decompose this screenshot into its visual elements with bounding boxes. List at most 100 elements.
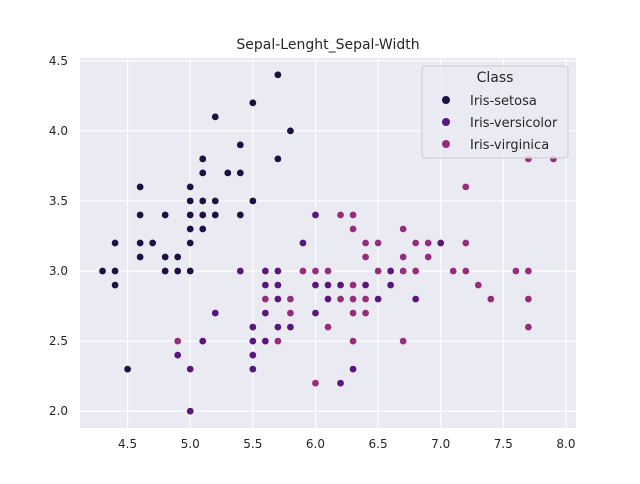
- data-point: [299, 239, 306, 246]
- data-point: [199, 211, 206, 218]
- data-point: [111, 281, 118, 288]
- data-point: [249, 366, 256, 373]
- x-tick-label: 4.5: [118, 437, 137, 451]
- data-point: [274, 323, 281, 330]
- data-point: [525, 267, 532, 274]
- data-point: [274, 295, 281, 302]
- data-point: [199, 197, 206, 204]
- data-point: [262, 295, 269, 302]
- legend-title: Class: [477, 70, 514, 86]
- data-point: [462, 267, 469, 274]
- data-point: [99, 267, 106, 274]
- data-point: [187, 239, 194, 246]
- data-point: [174, 267, 181, 274]
- chart-title: Sepal-Lenght_Sepal-Width: [236, 37, 419, 53]
- data-point: [312, 267, 319, 274]
- data-point: [162, 211, 169, 218]
- data-point: [237, 267, 244, 274]
- data-point: [187, 211, 194, 218]
- data-point: [312, 380, 319, 387]
- data-point: [487, 295, 494, 302]
- x-tick-label: 6.5: [369, 437, 388, 451]
- data-point: [187, 197, 194, 204]
- data-point: [375, 267, 382, 274]
- data-point: [437, 239, 444, 246]
- data-point: [199, 169, 206, 176]
- data-point: [262, 281, 269, 288]
- data-point: [212, 211, 219, 218]
- legend: Class Iris-setosaIris-versicolorIris-vir…: [422, 66, 568, 158]
- data-point: [337, 380, 344, 387]
- data-point: [111, 267, 118, 274]
- data-point: [249, 352, 256, 359]
- data-point: [400, 338, 407, 345]
- y-tick-label: 4.0: [49, 124, 68, 138]
- data-point: [249, 323, 256, 330]
- data-point: [111, 239, 118, 246]
- data-point: [249, 338, 256, 345]
- data-point: [187, 366, 194, 373]
- data-point: [274, 267, 281, 274]
- y-tick-label: 4.5: [49, 54, 68, 68]
- data-point: [262, 267, 269, 274]
- data-point: [162, 267, 169, 274]
- data-point: [287, 295, 294, 302]
- data-point: [274, 338, 281, 345]
- data-point: [412, 295, 419, 302]
- data-point: [412, 267, 419, 274]
- data-point: [375, 295, 382, 302]
- data-point: [349, 338, 356, 345]
- legend-label: Iris-virginica: [470, 138, 549, 153]
- data-point: [174, 338, 181, 345]
- data-point: [187, 225, 194, 232]
- x-tick-label: 5.0: [181, 437, 200, 451]
- data-point: [174, 352, 181, 359]
- data-point: [425, 239, 432, 246]
- data-point: [512, 267, 519, 274]
- data-point: [274, 155, 281, 162]
- data-point: [400, 253, 407, 260]
- data-point: [412, 239, 419, 246]
- data-point: [187, 267, 194, 274]
- data-point: [137, 253, 144, 260]
- data-point: [425, 253, 432, 260]
- data-point: [324, 267, 331, 274]
- data-point: [362, 253, 369, 260]
- data-point: [349, 295, 356, 302]
- data-point: [337, 211, 344, 218]
- x-tick-label: 8.0: [556, 437, 575, 451]
- data-point: [387, 267, 394, 274]
- data-point: [362, 295, 369, 302]
- data-point: [349, 309, 356, 316]
- data-point: [274, 281, 281, 288]
- legend-marker: [442, 118, 450, 126]
- data-point: [149, 239, 156, 246]
- data-point: [199, 155, 206, 162]
- data-point: [312, 211, 319, 218]
- y-tick-label: 3.0: [49, 264, 68, 278]
- data-point: [525, 323, 532, 330]
- data-point: [224, 169, 231, 176]
- data-point: [349, 225, 356, 232]
- data-point: [349, 211, 356, 218]
- data-point: [237, 169, 244, 176]
- data-point: [124, 366, 131, 373]
- data-point: [362, 309, 369, 316]
- data-point: [137, 239, 144, 246]
- data-point: [387, 281, 394, 288]
- data-point: [324, 295, 331, 302]
- data-point: [312, 281, 319, 288]
- data-point: [249, 197, 256, 204]
- data-point: [199, 338, 206, 345]
- data-point: [312, 309, 319, 316]
- data-point: [262, 309, 269, 316]
- data-point: [337, 281, 344, 288]
- y-tick-label: 3.5: [49, 194, 68, 208]
- data-point: [237, 141, 244, 148]
- legend-marker: [442, 96, 450, 104]
- legend-label: Iris-setosa: [470, 94, 537, 109]
- data-point: [349, 366, 356, 373]
- data-point: [212, 113, 219, 120]
- data-point: [349, 281, 356, 288]
